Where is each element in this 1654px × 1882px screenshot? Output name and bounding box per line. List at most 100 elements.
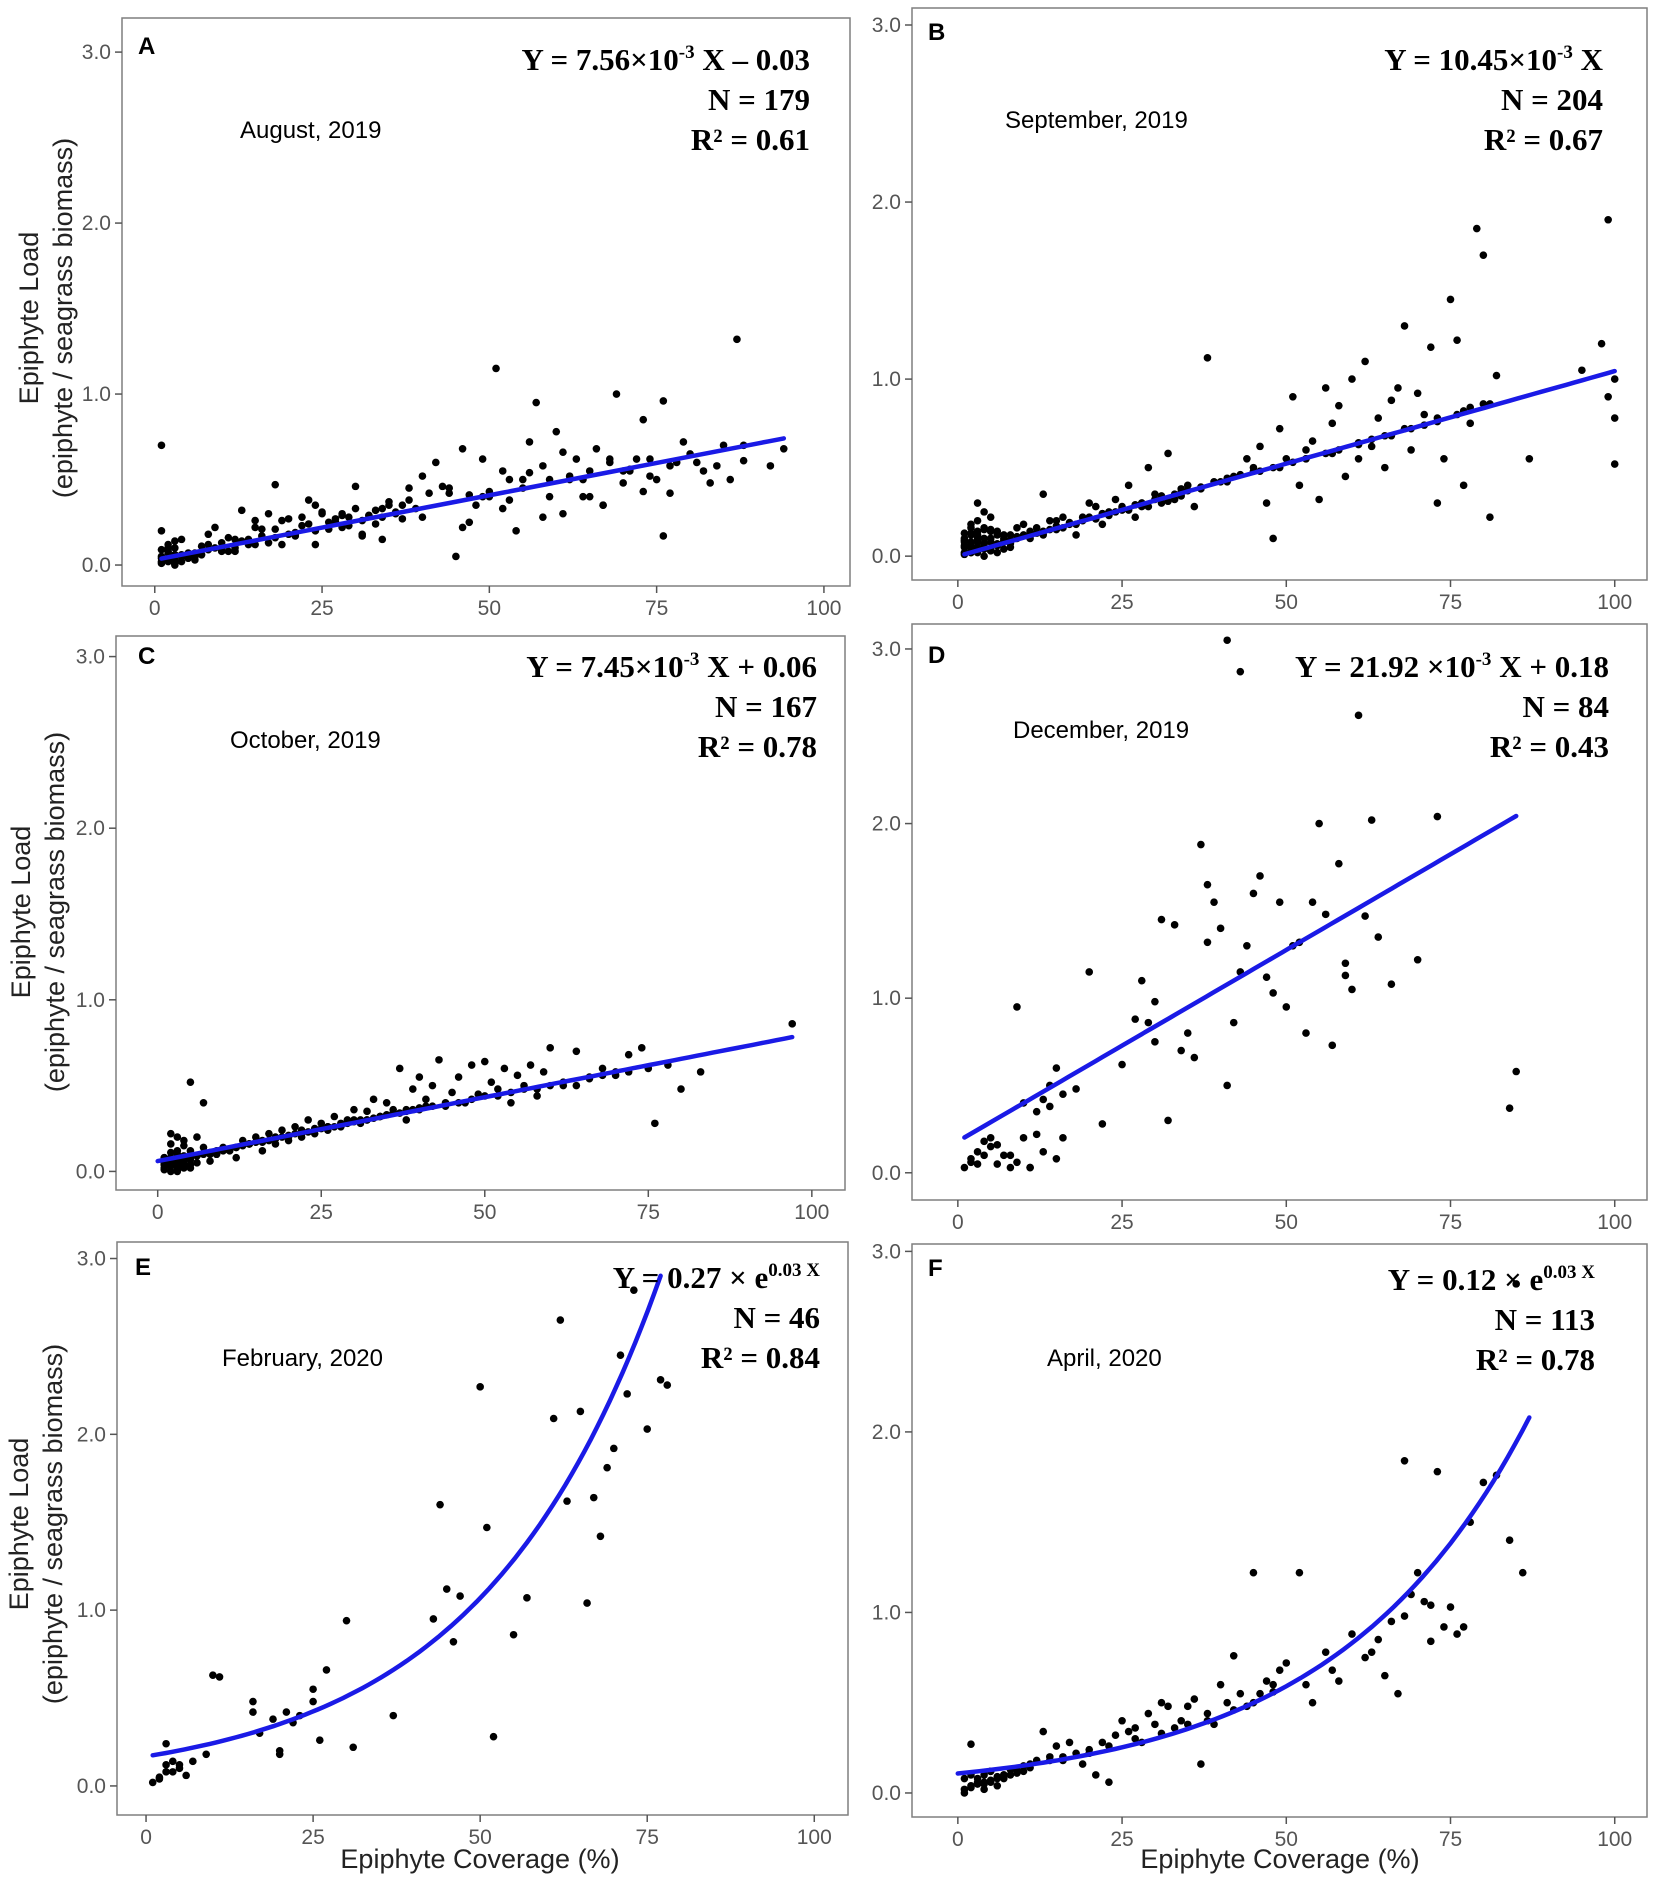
data-point (1394, 384, 1402, 392)
data-point (1249, 1568, 1258, 1577)
panel-subtitle: October, 2019 (230, 727, 381, 754)
data-point (1479, 1478, 1488, 1487)
data-point (1374, 414, 1383, 422)
data-point (993, 1160, 1002, 1168)
data-point (1367, 816, 1376, 824)
data-point (651, 1119, 659, 1128)
y-tick-label: 0.0 (77, 1775, 106, 1798)
data-point (177, 557, 186, 566)
data-point (237, 506, 246, 515)
data-point (1164, 449, 1172, 458)
data-point (171, 544, 179, 552)
r-squared: R² = 0.78 (1476, 1342, 1595, 1377)
data-point (1052, 516, 1061, 525)
data-point (993, 1141, 1002, 1149)
panel-c: 0.0 1.0 2.0 3.0 0 25 50 75 100 C October, 2019 Y = … (76, 635, 846, 1224)
data-point (1210, 898, 1218, 906)
data-point (1308, 437, 1317, 445)
data-point (659, 532, 668, 540)
data-point (371, 520, 380, 528)
fit-equation: Y = 7.45×10-3 X + 0.06 (526, 649, 817, 684)
data-point (1006, 543, 1015, 552)
equation-main: Y = 21.92 ×10 (1295, 649, 1476, 684)
data-point (1440, 1623, 1448, 1631)
data-point (1413, 389, 1422, 398)
panel-f: 0.0 1.0 2.0 3.0 0 25 50 75 100 F April, 2020 Y = 0.… (872, 1240, 1648, 1851)
data-point (1525, 454, 1534, 463)
panel-b: 0.0 1.0 2.0 3.0 0 25 50 75 100 B September, 2019 Y … (872, 7, 1648, 614)
data-point (563, 1497, 571, 1505)
x-tick-label: 0 (149, 597, 161, 620)
data-point (1190, 1695, 1199, 1703)
data-point (630, 1286, 638, 1294)
equation-exponent: -3 (679, 42, 695, 63)
data-point (1177, 1716, 1185, 1725)
data-point (980, 534, 988, 543)
data-point (1223, 636, 1231, 645)
data-point (599, 501, 607, 509)
data-point (442, 1585, 451, 1593)
data-point (363, 1107, 371, 1116)
data-point (177, 535, 186, 544)
data-point (1151, 1720, 1159, 1729)
data-point (264, 539, 273, 547)
data-point (157, 559, 166, 568)
data-point (436, 1500, 444, 1509)
equation-exponent: 0.03 X (1543, 1262, 1595, 1283)
data-point (166, 1167, 175, 1176)
data-point (1236, 667, 1245, 676)
x-tick-label: 25 (1110, 591, 1133, 614)
data-point (492, 364, 500, 373)
y-tick-label: 3.0 (872, 638, 901, 661)
data-point (231, 535, 239, 544)
data-point (1269, 989, 1277, 997)
data-point (1302, 1029, 1310, 1037)
data-point (1118, 1716, 1126, 1725)
data-point (189, 1757, 197, 1766)
x-tick-label: 0 (140, 1826, 152, 1849)
data-point (1046, 516, 1054, 525)
data-point (298, 513, 306, 521)
data-point (1413, 1568, 1422, 1577)
fit-equation: Y = 0.27 × e0.03 X (613, 1260, 821, 1295)
data-point (1321, 384, 1330, 392)
data-point (271, 525, 280, 533)
data-point (1197, 1760, 1205, 1768)
data-point (960, 1163, 969, 1172)
data-point (402, 1116, 411, 1124)
y-axis-title-line1-a: Epiphyte Load (14, 232, 44, 405)
data-point (500, 1064, 509, 1073)
equation-exponent: -3 (684, 649, 700, 670)
data-point (298, 521, 306, 530)
fit-equation: Y = 0.12 × e0.03 X (1388, 1262, 1596, 1297)
data-points (148, 1286, 672, 1787)
data-point (1604, 393, 1612, 401)
data-point (224, 533, 233, 542)
r-squared: R² = 0.61 (691, 122, 810, 157)
data-point (1492, 371, 1501, 380)
x-tick-label: 75 (636, 1826, 659, 1849)
data-point (579, 492, 587, 501)
data-point (1039, 1095, 1048, 1104)
data-point (1321, 910, 1330, 919)
data-point (168, 1757, 177, 1766)
data-point (572, 1047, 581, 1056)
data-point (452, 552, 460, 561)
data-point (1256, 872, 1264, 880)
data-point (1426, 343, 1435, 352)
data-point (1295, 481, 1304, 490)
data-point (1459, 481, 1468, 490)
data-point (1472, 224, 1481, 233)
data-point (264, 509, 273, 518)
data-point (349, 1743, 357, 1752)
data-point (519, 475, 527, 484)
data-point (429, 1615, 438, 1623)
data-point (232, 1153, 241, 1162)
data-point (382, 1098, 391, 1107)
data-point (1597, 339, 1606, 348)
data-point (282, 1708, 291, 1716)
data-point (656, 1376, 665, 1384)
data-point (1328, 1041, 1337, 1050)
data-point (1302, 446, 1310, 454)
